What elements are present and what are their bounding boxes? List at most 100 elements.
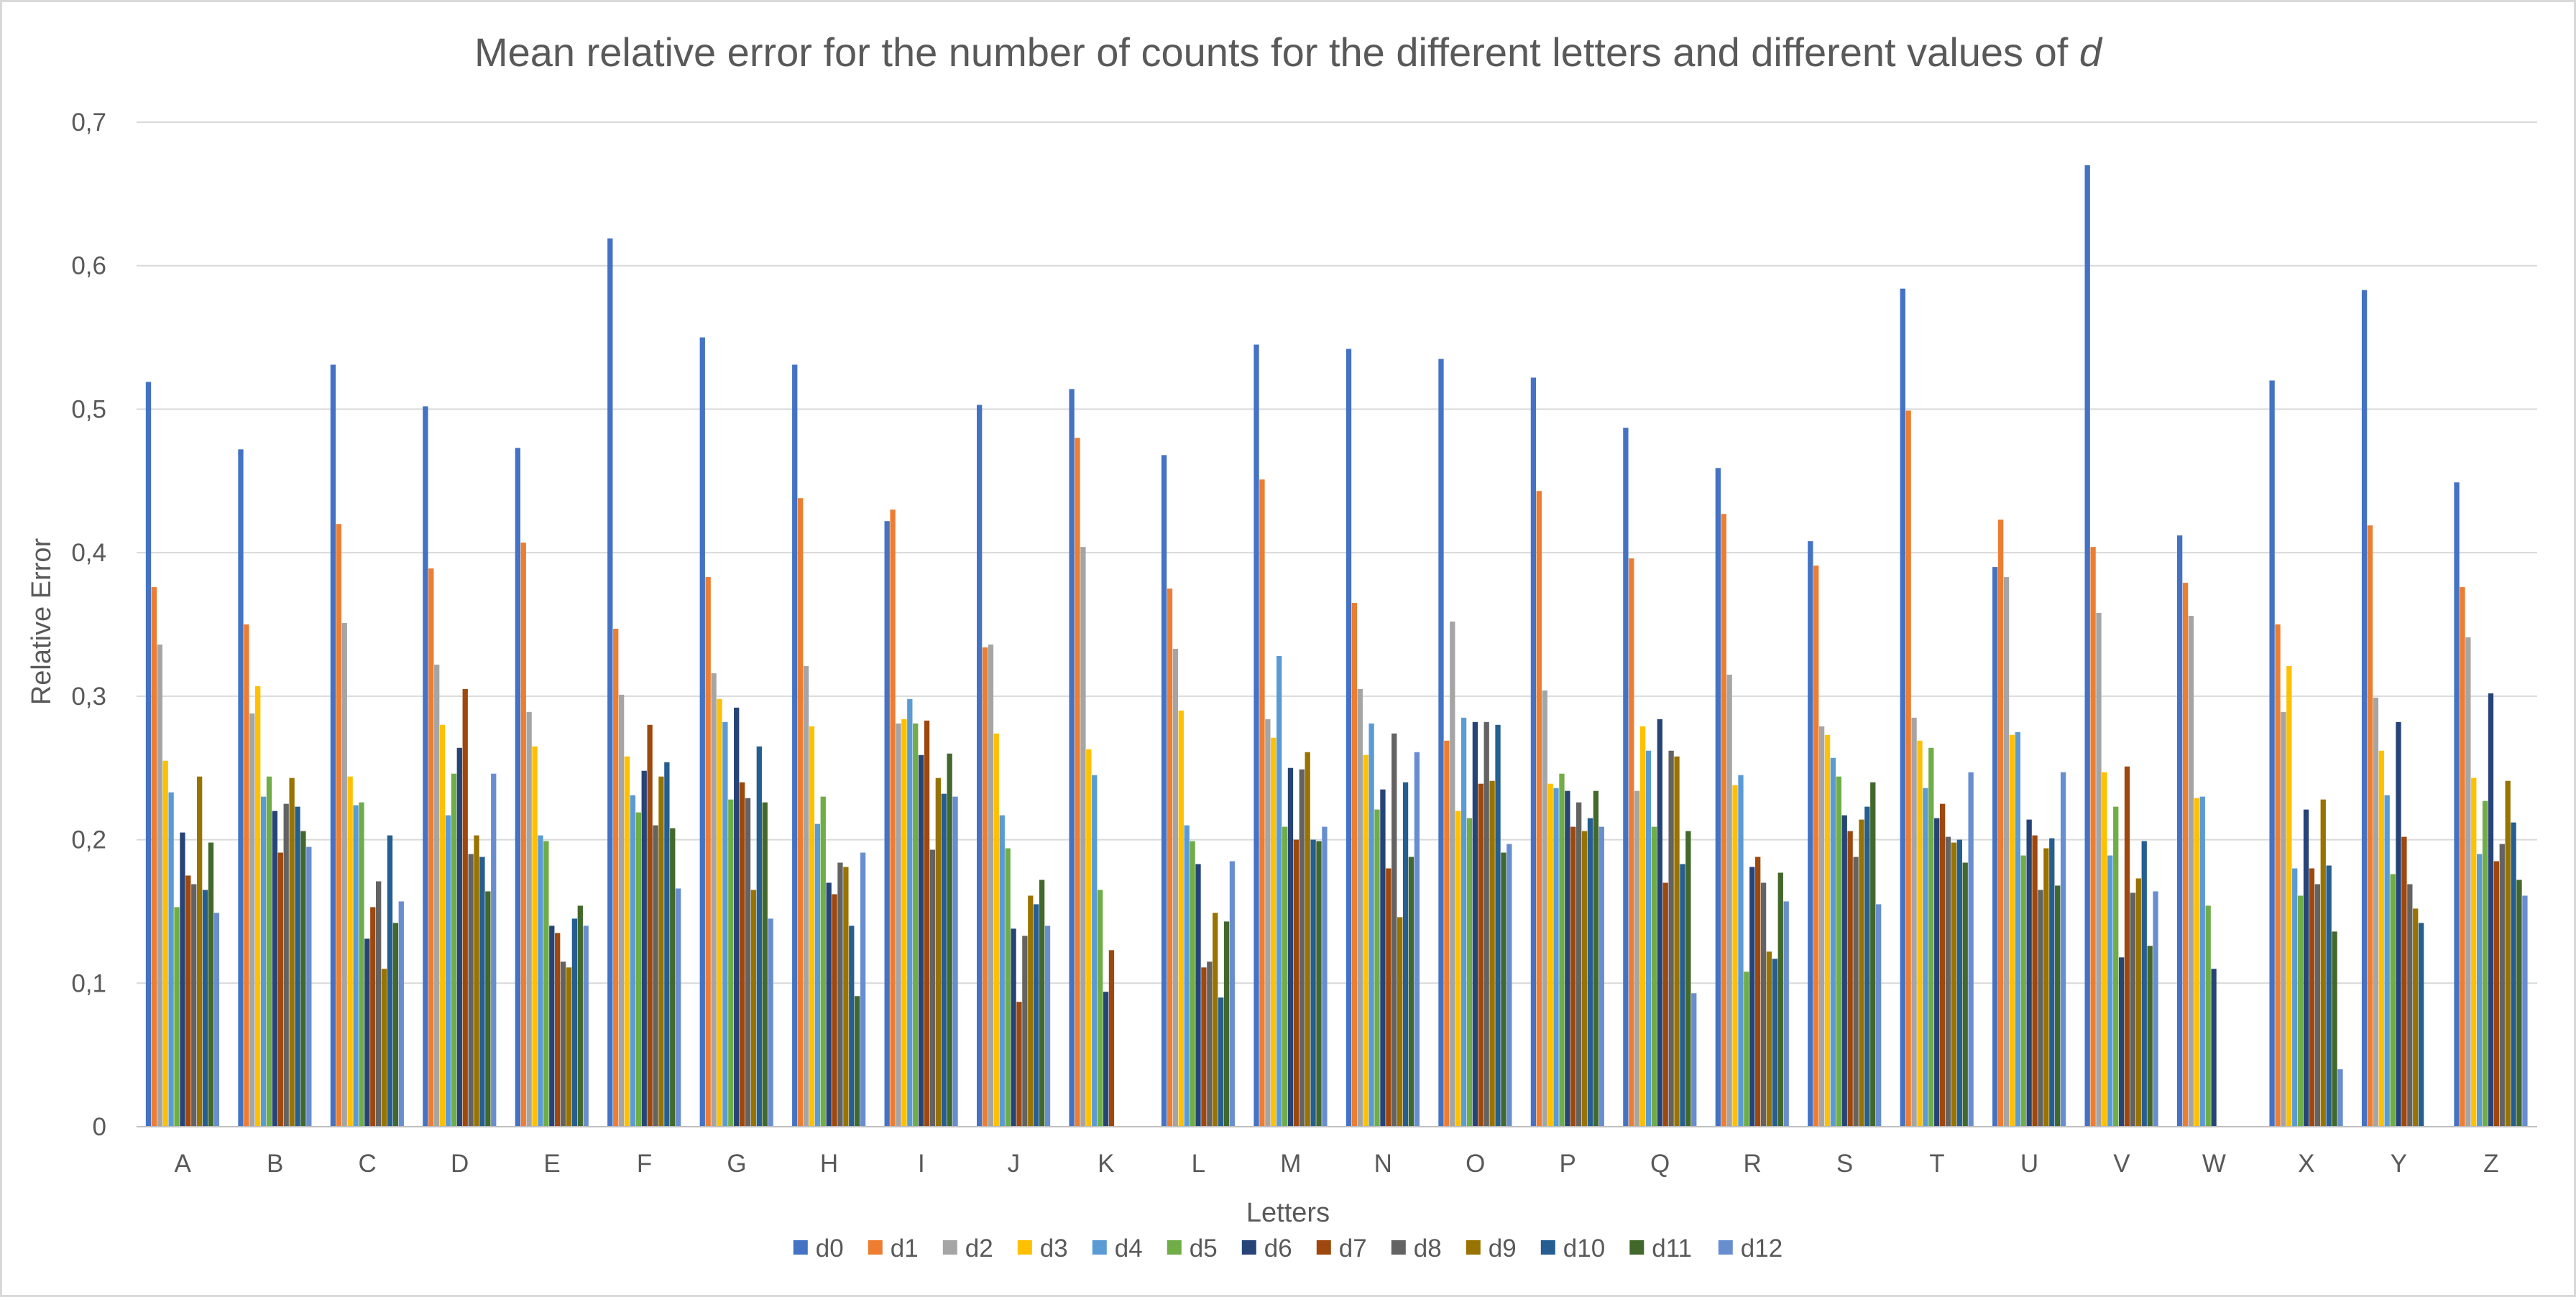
bar-d7-U [2032, 835, 2038, 1127]
bar-d12-N [1414, 752, 1420, 1127]
bar-d8-Y [2407, 884, 2413, 1127]
y-tick-label: 0,1 [71, 969, 106, 997]
bar-d7-P [1570, 826, 1576, 1127]
bar-d0-S [1808, 541, 1813, 1127]
bar-d5-E [543, 841, 549, 1127]
bar-d5-K [1097, 890, 1103, 1127]
bar-d6-O [1472, 721, 1478, 1127]
bar-d6-I [918, 754, 924, 1127]
bar-d9-I [935, 777, 941, 1127]
bar-d8-E [560, 961, 566, 1127]
bar-d3-S [1824, 734, 1831, 1127]
legend-swatch-d2 [942, 1240, 957, 1255]
bar-d1-I [890, 509, 896, 1127]
bar-d0-H [792, 364, 798, 1127]
bar-d2-K [1080, 547, 1086, 1127]
bar-d4-W [2199, 796, 2205, 1127]
bar-d6-N [1380, 789, 1386, 1127]
bar-d12-C [398, 901, 404, 1127]
bar-d7-J [1016, 1002, 1022, 1127]
bar-d1-E [520, 543, 526, 1127]
bar-d11-E [577, 905, 583, 1127]
bar-d11-G [762, 802, 768, 1127]
x-tick-label: X [2298, 1150, 2314, 1178]
bar-d5-M [1282, 826, 1288, 1127]
bar-d3-B [255, 686, 261, 1127]
bar-d12-H [860, 852, 866, 1127]
bar-d1-W [2182, 583, 2189, 1127]
legend-label-d3: d3 [1040, 1234, 1068, 1263]
bar-d2-U [2003, 577, 2010, 1127]
bar-d9-F [658, 776, 664, 1127]
bar-d2-H [803, 665, 809, 1127]
bar-d3-W [2194, 798, 2200, 1127]
bar-d6-P [1565, 790, 1570, 1127]
legend-label-d7: d7 [1339, 1234, 1367, 1263]
x-tick-label: R [1743, 1150, 1761, 1178]
bar-d3-Z [2471, 777, 2477, 1127]
bar-d12-Q [1691, 993, 1697, 1127]
bar-d11-H [855, 996, 860, 1127]
bar-d3-K [1086, 749, 1092, 1127]
bar-d8-Z [2499, 844, 2505, 1127]
bar-d9-E [566, 967, 572, 1127]
bar-d6-C [364, 938, 370, 1127]
bar-d10-F [664, 762, 670, 1127]
bar-d6-Y [2396, 721, 2401, 1127]
bar-d5-D [451, 773, 457, 1127]
bar-d1-Q [1629, 558, 1634, 1127]
bar-d0-A [145, 382, 152, 1127]
bar-d12-S [1876, 904, 1882, 1127]
bar-d2-C [341, 623, 347, 1127]
x-tick-label: Z [2483, 1150, 2498, 1178]
bar-d9-J [1028, 895, 1034, 1127]
bar-d2-W [2188, 616, 2194, 1127]
x-tick-label: B [267, 1150, 283, 1178]
bar-d11-N [1408, 857, 1414, 1127]
bar-d7-I [924, 720, 930, 1127]
bar-d8-R [1760, 882, 1767, 1127]
x-axis-label: Letters [1246, 1198, 1330, 1228]
bar-d3-G [717, 698, 722, 1127]
legend-swatch-d1 [868, 1240, 883, 1255]
bar-d3-Y [2378, 750, 2384, 1127]
x-tick-label: H [820, 1150, 838, 1178]
bar-d2-V [2096, 613, 2102, 1127]
bar-d6-J [1011, 928, 1016, 1127]
bar-d11-D [485, 891, 491, 1127]
bar-d10-H [849, 926, 855, 1127]
bar-d3-N [1363, 754, 1368, 1127]
bar-d3-E [532, 746, 538, 1127]
y-tick-label: 0,7 [71, 109, 106, 137]
bar-d0-X [2269, 380, 2275, 1127]
bar-d3-F [624, 756, 630, 1127]
bar-d8-I [929, 849, 936, 1127]
bar-d2-P [1542, 690, 1547, 1127]
bar-d11-M [1316, 841, 1322, 1127]
bar-d2-A [157, 644, 162, 1127]
bar-d0-M [1254, 344, 1259, 1127]
bar-d1-Z [2460, 587, 2465, 1127]
bar-d11-I [947, 753, 952, 1127]
bar-d3-Q [1639, 726, 1646, 1127]
bar-d4-P [1553, 788, 1559, 1127]
bar-d10-X [2326, 865, 2332, 1127]
legend-swatch-d4 [1092, 1240, 1107, 1255]
x-tick-label: V [2113, 1150, 2130, 1178]
y-axis-label: Relative Error [27, 538, 57, 706]
bar-d7-S [1847, 831, 1853, 1127]
bar-d10-Z [2511, 822, 2516, 1127]
bar-d11-U [2055, 885, 2061, 1127]
y-axis-ticks: 0 0,1 0,2 0,3 0,4 0,5 0,6 0,7 [71, 109, 106, 1141]
bar-d6-T [1934, 818, 1940, 1127]
bar-d6-V [2118, 957, 2125, 1127]
bar-d3-M [1271, 737, 1276, 1127]
bar-d5-I [913, 723, 919, 1127]
bar-d9-N [1397, 917, 1403, 1127]
y-tick-label: 0,2 [71, 826, 106, 854]
bar-d6-H [826, 882, 832, 1127]
bar-d3-A [162, 760, 168, 1127]
bar-d4-G [722, 721, 728, 1127]
legend-swatch-d10 [1540, 1240, 1555, 1255]
